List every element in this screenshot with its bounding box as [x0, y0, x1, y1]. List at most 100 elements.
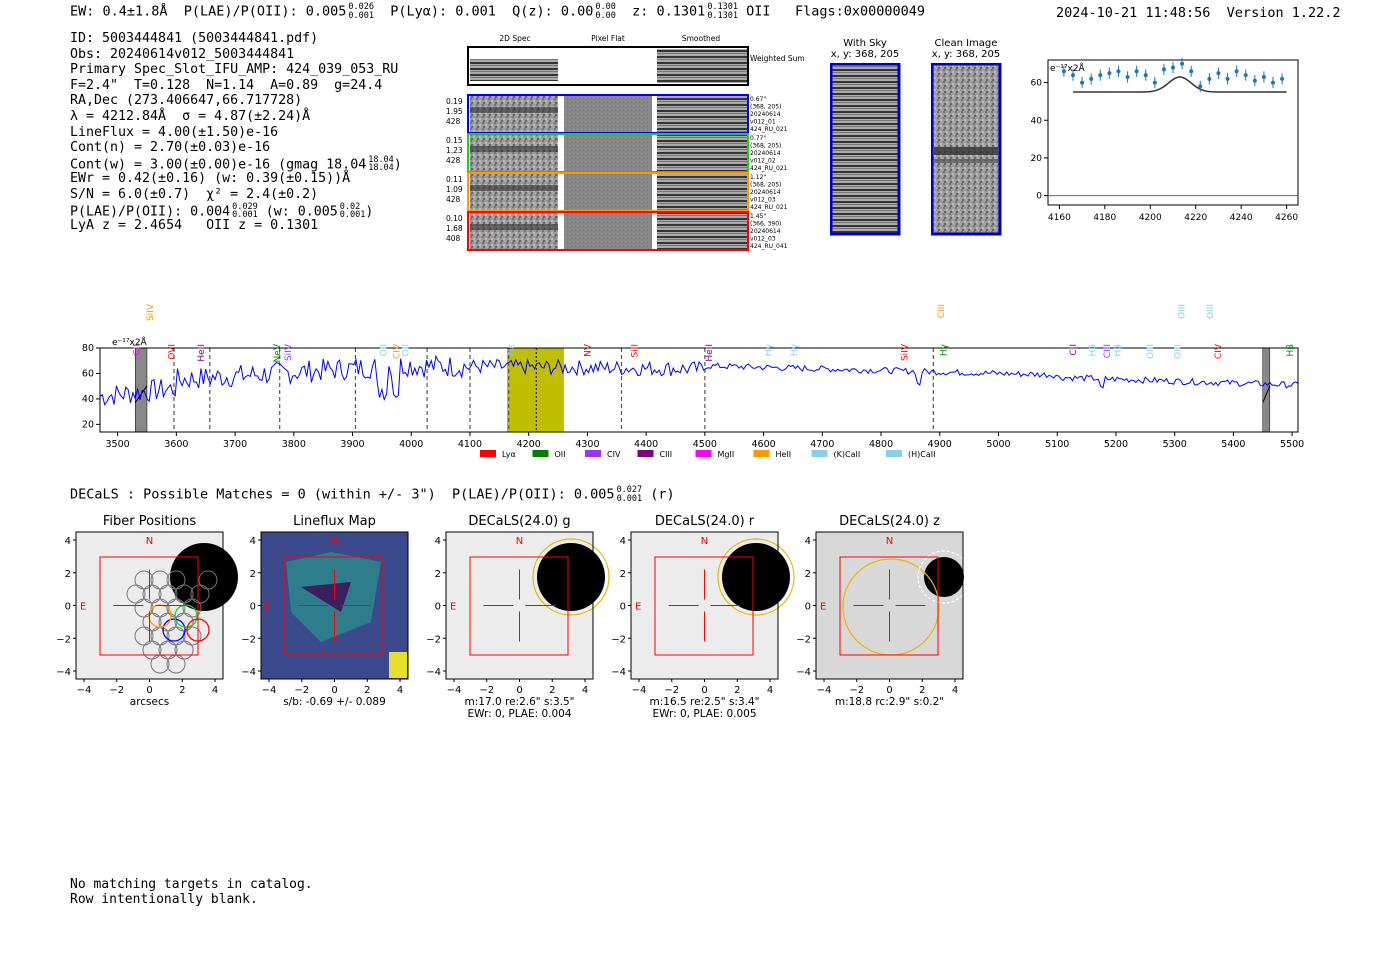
panel-ytick-label: −2: [426, 634, 441, 645]
zoom-data-point: [1171, 65, 1175, 70]
panel-ytick-label: −4: [56, 667, 71, 678]
stamp-left-label: 1.09: [446, 185, 463, 194]
stamp-left-label: 428: [446, 156, 461, 165]
full-xtick-label: 3500: [106, 439, 130, 450]
imaging-panel: Lineflux Map N E −4 4 −2 2 0 0 2 −2 4 −4 s/b: -0.69 +…: [241, 514, 409, 708]
stamp-right-label: (366, 390): [750, 221, 781, 228]
panel-xtick-label: −4: [632, 685, 647, 696]
stamp-right-label: (368, 205): [750, 143, 781, 150]
panel-caption: m:18.8 rc:2.9" s:0.2": [835, 696, 944, 708]
header-summary: EW: 0.4±1.8Å P(LAE)/P(OII): 0.005 0.026 0.…: [70, 2, 925, 21]
line-id-label: HeII: [705, 344, 715, 362]
panel-title: DECaLS(24.0) g: [468, 514, 570, 529]
legend-label: OII: [555, 450, 566, 459]
panel-xtick-label: −2: [109, 685, 124, 696]
stamp-right-label: 0.77": [750, 135, 766, 142]
stamp-left-label: 428: [446, 195, 461, 204]
panel-ytick-label: 4: [250, 536, 256, 547]
stamp-frame: [467, 211, 749, 251]
line-id-label: HeII: [197, 344, 207, 362]
zoom-data-point: [1271, 80, 1275, 85]
north-label: N: [516, 536, 523, 547]
panel-xtick-label: 2: [919, 685, 925, 696]
full-ytick-label: 20: [82, 419, 94, 430]
zoom-xtick-label: 4200: [1139, 213, 1162, 223]
north-label: N: [146, 536, 153, 547]
line-id-label: SiIV: [901, 343, 911, 361]
full-axes-frame: [99, 347, 1299, 433]
zoom-ytick-label: 20: [1031, 154, 1043, 164]
legend-swatch: [637, 450, 654, 457]
full-spectrum-line: [99, 354, 1299, 406]
stamp-trace: [470, 107, 558, 113]
full-xtick-label: 3600: [164, 439, 188, 450]
stamp-right-label: v012_02: [750, 158, 776, 165]
full-ytick-label: 40: [82, 394, 94, 405]
panel-ytick-label: 0: [435, 602, 441, 613]
full-xtick-label: 4300: [575, 439, 599, 450]
line-id-label: CIV: [393, 343, 403, 359]
masked-hatch: [1262, 385, 1271, 403]
panel-xtick-label: 4: [952, 685, 958, 696]
east-label: E: [265, 602, 271, 613]
stamp-left-label: 0.15: [446, 136, 463, 145]
line-id-label: Hγ: [790, 343, 800, 356]
line-id-label: Hβ: [1088, 344, 1098, 357]
stamp-pixel-flat: [564, 213, 652, 249]
legend-swatch: [753, 450, 770, 457]
panel-title: Fiber Positions: [103, 514, 196, 529]
zoom-data-point: [1180, 61, 1185, 66]
line-id-label: CII: [132, 344, 142, 356]
stamp-2d: [470, 96, 558, 132]
stamp-right-label: (368, 205): [750, 182, 781, 189]
full-xtick-label: 3700: [223, 439, 247, 450]
stamp-right-label: 424_RU_021: [750, 204, 788, 211]
zoom-data-point: [1216, 71, 1221, 76]
east-label: E: [80, 602, 86, 613]
north-label: N: [886, 536, 893, 547]
stamp-right-label: 20240614: [750, 228, 781, 235]
zoom-data-point: [1143, 73, 1148, 78]
full-xtick-label: 4800: [869, 439, 893, 450]
zoom-data-point: [1152, 80, 1157, 85]
stamp-trace: [470, 146, 558, 152]
stamp-smoothed: [657, 213, 747, 249]
panel-xtick-label: −2: [664, 685, 679, 696]
legend-label: Lyα: [502, 450, 516, 459]
panel-xtick-label: −2: [479, 685, 494, 696]
full-xtick-label: 4200: [517, 439, 541, 450]
lineflux-hole: [301, 582, 351, 612]
panel-ytick-label: 2: [65, 569, 71, 580]
east-label: E: [450, 602, 456, 613]
spec2d-col-title: 2D Spec: [499, 34, 530, 43]
info-cont-w: Cont(w) = 3.00(±0.00)e-16 (gmag 18.04 18.…: [70, 154, 402, 174]
spec2d-col-title: Smoothed: [682, 34, 721, 43]
panel-ytick-label: 2: [620, 569, 626, 580]
zoom-data-point: [1134, 69, 1139, 74]
info-ewr: EWr = 0.42(±0.16) (w: 0.39(±0.15))Å: [70, 171, 351, 187]
panel-xtick-label: 2: [549, 685, 555, 696]
lineflux-peak: [389, 652, 407, 678]
search-box: [654, 556, 754, 656]
zoom-ytick-label: 60: [1031, 79, 1043, 89]
info-sn: S/N = 6.0(±0.7) χ² = 2.4(±0.2): [70, 186, 319, 202]
full-xtick-label: 4600: [752, 439, 776, 450]
panel-xtick-label: 0: [516, 685, 522, 696]
catalog-message: No matching targets in catalog. Row inten…: [70, 877, 313, 907]
legend-label: MgII: [718, 450, 735, 459]
panel-caption: s/b: -0.69 +/- 0.089: [283, 696, 386, 708]
stamp-left-label: 408: [446, 234, 461, 243]
stamp-left-label: 0.10: [446, 214, 463, 223]
panel-xtick-label: 4: [582, 685, 588, 696]
stamp-smoothed: [657, 174, 747, 210]
stamp-right-label: 424_RU_041: [750, 243, 788, 250]
panel-xtick-label: 0: [886, 685, 892, 696]
line-id-label: Hε: [507, 344, 517, 356]
east-label: E: [820, 602, 826, 613]
panel-xtick-label: −4: [817, 685, 832, 696]
stamp-left-label: 0.19: [446, 97, 463, 106]
legend-label: (H)CaII: [908, 450, 935, 459]
spec2d-col-title: Pixel Flat: [591, 34, 625, 43]
panel-ytick-label: 4: [620, 536, 626, 547]
search-box: [469, 556, 569, 656]
